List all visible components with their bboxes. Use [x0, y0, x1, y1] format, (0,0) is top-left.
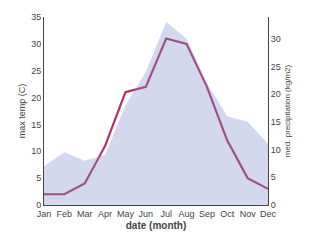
svg-text:Oct: Oct — [220, 209, 235, 219]
svg-text:0: 0 — [271, 200, 276, 210]
svg-text:Jan: Jan — [37, 209, 52, 219]
svg-text:Feb: Feb — [57, 209, 73, 219]
svg-text:30: 30 — [271, 34, 281, 44]
svg-text:Jul: Jul — [160, 209, 172, 219]
svg-text:date (month): date (month) — [126, 220, 187, 231]
svg-text:10: 10 — [31, 146, 41, 156]
svg-text:15: 15 — [31, 120, 41, 130]
svg-text:20: 20 — [271, 89, 281, 99]
svg-text:Sep: Sep — [199, 209, 215, 219]
svg-text:5: 5 — [36, 173, 41, 183]
svg-text:Dec: Dec — [260, 209, 277, 219]
svg-text:max temp (C): max temp (C) — [17, 84, 27, 139]
svg-text:Jun: Jun — [139, 209, 154, 219]
svg-text:Nov: Nov — [240, 209, 257, 219]
svg-text:15: 15 — [271, 117, 281, 127]
svg-text:Apr: Apr — [98, 209, 112, 219]
svg-text:May: May — [117, 209, 135, 219]
svg-text:20: 20 — [31, 93, 41, 103]
svg-text:5: 5 — [271, 172, 276, 182]
svg-text:Mar: Mar — [77, 209, 93, 219]
svg-text:25: 25 — [271, 62, 281, 72]
svg-text:25: 25 — [31, 66, 41, 76]
svg-text:Aug: Aug — [179, 209, 195, 219]
svg-text:med. precipitation (kg/m2): med. precipitation (kg/m2) — [283, 64, 292, 157]
svg-text:35: 35 — [31, 12, 41, 22]
svg-text:0: 0 — [36, 200, 41, 210]
svg-text:30: 30 — [31, 39, 41, 49]
svg-text:10: 10 — [271, 145, 281, 155]
